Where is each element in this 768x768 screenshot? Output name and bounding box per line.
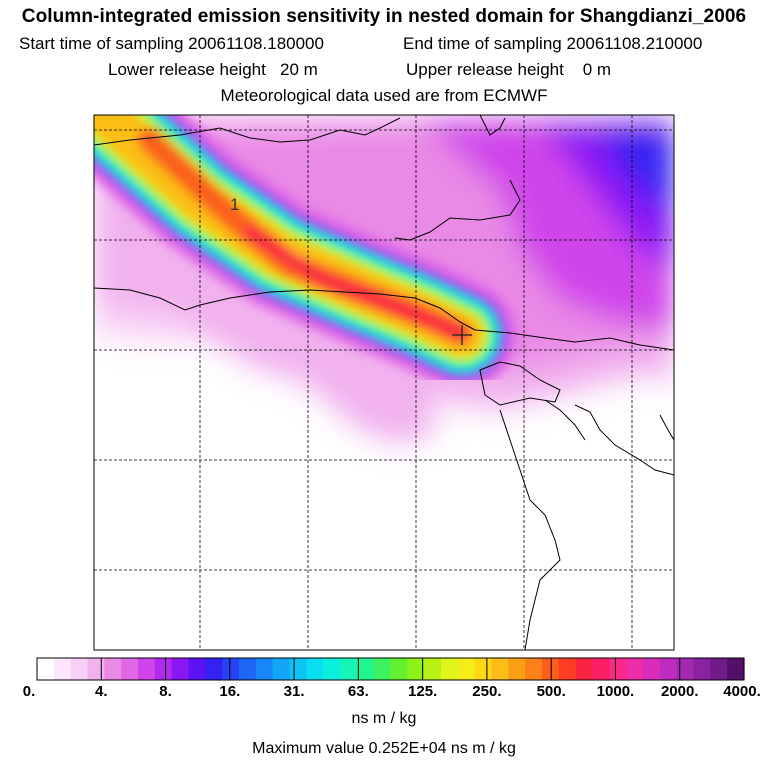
colorbar-swatch bbox=[104, 658, 122, 680]
colorbar-swatch bbox=[710, 658, 728, 680]
colorbar-swatch bbox=[138, 658, 156, 680]
start-time-label: Start time of sampling 20061108.180000 bbox=[19, 34, 324, 53]
lower-release-height: Lower release height 20 m bbox=[108, 60, 318, 79]
colorbar-tick-label: 250. bbox=[472, 683, 502, 700]
colorbar-swatch bbox=[70, 658, 89, 680]
colorbar-swatch bbox=[53, 658, 72, 680]
colorbar-swatch bbox=[323, 658, 341, 680]
colorbar-swatch bbox=[676, 658, 695, 680]
colorbar-swatch bbox=[407, 658, 425, 680]
colorbar-swatch bbox=[558, 658, 577, 680]
colorbar-tick-label: 4000. bbox=[723, 683, 761, 700]
colorbar-swatch bbox=[659, 658, 678, 680]
colorbar-swatch bbox=[188, 658, 206, 680]
colorbar-swatch bbox=[340, 658, 358, 680]
colorbar-swatch bbox=[289, 658, 307, 680]
colorbar-swatch bbox=[154, 658, 173, 680]
colorbar-swatch bbox=[87, 658, 105, 680]
colorbar-tick-label: 16. bbox=[219, 683, 241, 700]
colorbar-tick-label: 125. bbox=[408, 683, 438, 700]
sensitivity-field bbox=[94, 115, 674, 650]
colorbar-swatch bbox=[121, 658, 139, 680]
colorbar-swatch bbox=[171, 658, 190, 680]
colorbar-swatch bbox=[643, 658, 661, 680]
colorbar-swatch bbox=[37, 658, 55, 680]
contour-label: 1 bbox=[230, 195, 239, 214]
end-time-label: End time of sampling 20061108.210000 bbox=[403, 34, 703, 53]
start-time-value: 20061108.180000 bbox=[188, 34, 324, 53]
end-time-value: 20061108.210000 bbox=[566, 34, 703, 53]
colorbar-swatch bbox=[727, 658, 745, 680]
colorbar-tick-label: 500. bbox=[536, 683, 566, 700]
colorbar-swatch bbox=[373, 658, 392, 680]
colorbar-swatch bbox=[424, 658, 442, 680]
colorbar bbox=[37, 658, 745, 680]
colorbar-swatch bbox=[491, 658, 509, 680]
colorbar-tick-label: 8. bbox=[159, 683, 172, 700]
colorbar-swatch bbox=[592, 658, 610, 680]
colorbar-swatch bbox=[356, 658, 375, 680]
colorbar-swatch bbox=[575, 658, 594, 680]
colorbar-swatch bbox=[306, 658, 324, 680]
colorbar-swatch bbox=[525, 658, 543, 680]
colorbar-swatch bbox=[441, 658, 459, 680]
colorbar-tick-label: 4. bbox=[95, 683, 108, 700]
colorbar-swatch bbox=[390, 658, 408, 680]
colorbar-swatch bbox=[457, 658, 476, 680]
receptor-marker bbox=[452, 325, 472, 345]
maximum-value: Maximum value 0.252E+04 ns m / kg bbox=[252, 740, 516, 757]
colorbar-tick-label: 63. bbox=[347, 683, 369, 700]
colorbar-swatch bbox=[693, 658, 711, 680]
meteorological-data-note: Meteorological data used are from ECMWF bbox=[220, 86, 548, 105]
coastline-borders bbox=[94, 115, 674, 650]
map-frame bbox=[93, 114, 675, 651]
colorbar-swatch bbox=[222, 658, 240, 680]
colorbar-swatch bbox=[474, 658, 493, 680]
upper-release-height: Upper release height 0 m bbox=[406, 60, 612, 79]
colorbar-swatch bbox=[239, 658, 257, 680]
colorbar-swatch bbox=[626, 658, 644, 680]
colorbar-units: ns m / kg bbox=[351, 710, 417, 727]
colorbar-tick-label: 31. bbox=[283, 683, 305, 700]
colorbar-swatch bbox=[508, 658, 526, 680]
colorbar-tick-label: 0. bbox=[22, 683, 36, 700]
colorbar-swatch bbox=[272, 658, 291, 680]
colorbar-tick-label: 1000. bbox=[596, 683, 635, 700]
plot-title: Column-integrated emission sensitivity i… bbox=[21, 6, 747, 27]
colorbar-swatch bbox=[205, 658, 223, 680]
colorbar-swatch bbox=[609, 658, 627, 680]
colorbar-tick-label: 2000. bbox=[660, 683, 699, 700]
colorbar-swatch bbox=[255, 658, 274, 680]
